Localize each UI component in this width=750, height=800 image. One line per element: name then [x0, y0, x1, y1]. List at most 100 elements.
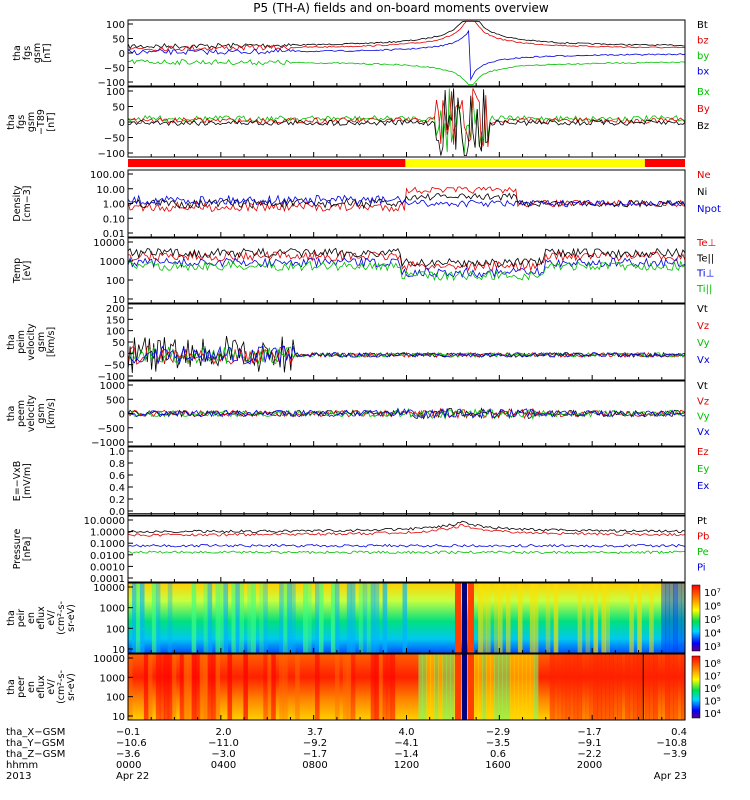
y-axis-label: peir: [16, 609, 27, 628]
spectrogram-strip: [223, 583, 229, 653]
spectrogram-strip: [478, 583, 483, 653]
y-tick-label: 0: [119, 349, 125, 360]
spectrogram-strip: [203, 654, 209, 720]
y-tick-label: −500: [98, 424, 125, 435]
ephemeris-value: −1.7: [577, 727, 601, 738]
y-axis-label: gsm: [32, 43, 43, 63]
spectrogram-strip: [199, 654, 205, 720]
series-ti: [127, 260, 686, 282]
spectrogram-strip: [665, 583, 670, 653]
y-tick-label: 0.10: [103, 214, 125, 225]
legend-entry: Ne: [697, 170, 711, 181]
spectrogram-strip: [529, 654, 535, 720]
colorbar-label: 10³: [704, 642, 721, 653]
y-tick-label: 0.01: [103, 229, 125, 240]
ephemeris-value: 0800: [302, 760, 327, 771]
spectrogram-strip: [143, 654, 149, 720]
ephemeris-value: −2.2: [577, 749, 601, 760]
panel-peir: 10⁷ 10⁶ 10⁵ 10⁴ 10³ 10000 1000 100 10 tha peir en ef…: [6, 582, 721, 656]
series-ni: [127, 192, 686, 210]
series-ne: [127, 186, 686, 213]
ephemeris-value: 1200: [394, 760, 419, 771]
spectrogram-strip: [498, 654, 503, 720]
panel-density: Ne Ni Npot 100.00 10.00 1.00 0.10 0.01 Density [c…: [12, 169, 721, 240]
spectrogram-strip: [179, 654, 185, 720]
spectrogram-strip: [346, 654, 352, 720]
spectrogram-strip: [203, 583, 209, 653]
spectrogram-strip: [378, 654, 384, 720]
ephemeris-value: −3.5: [486, 738, 510, 749]
y-tick-label: 10: [112, 645, 125, 656]
legend-entry: Pe: [697, 547, 709, 558]
spectrogram-strip: [426, 654, 431, 720]
spectrogram-strip: [613, 654, 618, 720]
y-tick-label: 0.8: [109, 459, 125, 470]
ephemeris-value: −11.0: [208, 738, 239, 749]
spectrogram-strip: [334, 583, 340, 653]
ephemeris-value: −10.6: [116, 738, 147, 749]
legend-entry: Bx: [697, 87, 710, 98]
panel-temp: Te⊥ Te|| Ti⊥ Ti|| 10000 1000 100 10 Temp [eV]: [12, 237, 716, 306]
spectrogram-strip: [486, 654, 491, 720]
spectrogram-strip: [533, 654, 539, 720]
y-axis-label: tha: [6, 114, 17, 130]
ephemeris-value: −9.2: [303, 738, 327, 749]
panel-frame: [127, 303, 686, 381]
series-te: [127, 247, 686, 268]
y-axis-label: [nPa]: [22, 537, 33, 562]
spectrogram-strip: [645, 654, 650, 720]
spectrogram-strip: [517, 583, 523, 653]
ephemeris-value: −1.7: [303, 749, 327, 760]
spectrogram-strip: [135, 583, 141, 653]
spectrogram-strip: [501, 654, 507, 720]
spectrogram-strip: [207, 583, 213, 653]
y-tick-label: 10: [112, 295, 125, 306]
ephemeris-value: 2000: [577, 760, 602, 771]
y-axis-label: eV/: [46, 609, 57, 625]
ephemeris-value: −2.9: [486, 727, 510, 738]
region-bar-red-end: [644, 159, 685, 167]
y-tick-label: 1.0: [109, 447, 125, 458]
series-ti: [127, 256, 686, 279]
y-axis-label: velocity: [26, 395, 37, 433]
legend-entry: Ez: [697, 447, 709, 458]
spectrogram-strip: [382, 583, 388, 653]
spectrogram-strip: [601, 654, 607, 720]
spectrogram-strip: [374, 583, 380, 653]
spectrogram-strip: [283, 583, 288, 653]
y-axis-label: tha: [6, 334, 17, 350]
spectrogram-strip: [561, 654, 567, 720]
legend-entry: Vx: [697, 355, 710, 366]
spectrogram-strip: [505, 654, 511, 720]
y-tick-label: −100: [98, 78, 125, 89]
series-by: [127, 88, 686, 149]
spectrogram-strip: [358, 583, 364, 653]
spectrogram-strip: [589, 654, 595, 720]
y-tick-label: 100: [106, 276, 125, 287]
spectrogram-strip: [505, 583, 511, 653]
spectrogram-strip: [251, 583, 256, 653]
spectrogram-strip: [677, 654, 682, 720]
spectrogram-strip: [669, 654, 674, 720]
legend-entry: by: [697, 51, 709, 62]
spectrogram-strip: [597, 654, 603, 720]
y-axis-label: [km/s]: [46, 398, 57, 428]
colorbar-label: 10⁴: [704, 629, 721, 640]
legend-entry: Pt: [697, 516, 707, 527]
spectrogram-strip: [267, 654, 272, 720]
series-npot: [127, 194, 686, 208]
legend-entry: Te⊥: [696, 238, 716, 249]
spectrogram-strip: [681, 654, 686, 720]
spectrogram-strip: [637, 654, 642, 720]
spectrogram-feature: [454, 654, 461, 720]
y-axis-label: gsm: [36, 332, 47, 352]
y-axis-label: gsm: [36, 403, 47, 423]
y-axis-label: eflux: [36, 606, 47, 630]
ephemeris-value: 0400: [211, 760, 236, 771]
spectrogram-strip: [382, 654, 388, 720]
y-tick-label: 1.00: [103, 200, 125, 211]
spectrogram-feature: [461, 583, 467, 653]
spectrogram-strip: [362, 583, 368, 653]
ephemeris-row-label: hhmm: [6, 760, 38, 771]
